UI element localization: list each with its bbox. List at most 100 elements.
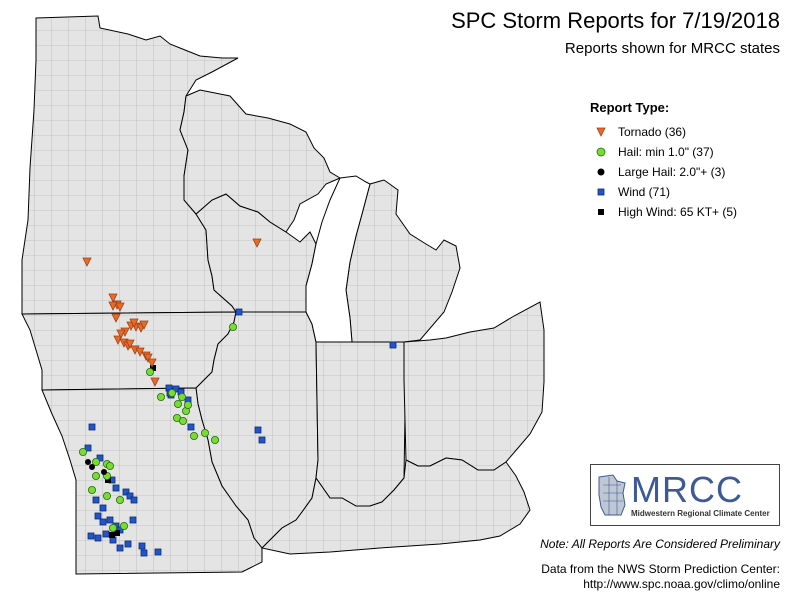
- hail-report-marker: [92, 457, 101, 466]
- wind-square-icon: [590, 186, 612, 198]
- hail-report-marker: [173, 399, 182, 408]
- legend-item-large-hail: Large Hail: 2.0"+ (3): [590, 162, 790, 182]
- legend-label: Hail: min 1.0" (37): [618, 145, 714, 159]
- wind-report-marker: [99, 504, 107, 512]
- legend-item-high-wind: High Wind: 65 KT+ (5): [590, 202, 790, 222]
- high-wind-square-icon: [590, 206, 612, 218]
- hail-report-marker: [116, 495, 125, 504]
- wind-report-marker: [154, 548, 162, 556]
- map-subtitle: Reports shown for MRCC states: [564, 40, 780, 57]
- hail-report-marker: [109, 524, 118, 533]
- wind-report-marker: [88, 423, 96, 431]
- state-kentucky: [260, 457, 531, 555]
- legend-label: Tornado (36): [618, 125, 687, 139]
- tornado-report-marker: [108, 293, 118, 303]
- hail-report-marker: [228, 322, 237, 331]
- hail-report-marker: [178, 416, 187, 425]
- high-wind-report-marker: [150, 365, 156, 371]
- tornado-report-marker: [108, 301, 118, 311]
- lake-michigan: [305, 175, 371, 343]
- large-hail-report-marker: [101, 469, 107, 475]
- tornado-report-marker: [116, 329, 126, 339]
- state-indiana: [315, 341, 407, 507]
- tornado-report-marker: [115, 302, 125, 312]
- large-hail-report-marker: [85, 459, 91, 465]
- wind-report-marker: [116, 544, 124, 552]
- wind-report-marker: [254, 426, 262, 434]
- wind-report-marker: [124, 540, 132, 548]
- wind-report-marker: [126, 492, 134, 500]
- wind-report-marker: [235, 308, 243, 316]
- large-hail-circle-icon: [590, 166, 612, 178]
- wind-report-marker: [87, 532, 95, 540]
- hail-report-marker: [210, 435, 219, 444]
- midwest-map-icon: [598, 474, 626, 516]
- wind-report-marker: [112, 484, 120, 492]
- hail-report-marker: [189, 431, 198, 440]
- wind-report-marker: [130, 496, 138, 504]
- hail-report-marker: [106, 461, 115, 470]
- hail-report-marker: [79, 447, 88, 456]
- state-michigan-upper: [179, 89, 342, 233]
- tornado-report-marker: [129, 318, 139, 328]
- legend-item-hail: Hail: min 1.0" (37): [590, 142, 790, 162]
- tornado-report-marker: [111, 313, 121, 323]
- preliminary-note: Note: All Reports Are Considered Prelimi…: [540, 537, 780, 551]
- high-wind-report-marker: [109, 532, 115, 538]
- wind-report-marker: [389, 341, 397, 349]
- wind-report-marker: [99, 518, 107, 526]
- report-markers: [79, 238, 397, 557]
- wind-report-marker: [258, 436, 266, 444]
- source-line-1: Data from the NWS Storm Prediction Cente…: [541, 562, 780, 576]
- large-hail-report-marker: [89, 464, 95, 470]
- wind-report-marker: [102, 530, 110, 538]
- wind-report-marker: [138, 542, 146, 550]
- hail-report-marker: [183, 400, 192, 409]
- logo-name: MRCC: [631, 469, 743, 510]
- wind-report-marker: [140, 549, 148, 557]
- wind-report-marker: [96, 454, 104, 462]
- hail-report-marker: [200, 428, 209, 437]
- hail-report-marker: [177, 392, 186, 401]
- data-source: Data from the NWS Storm Prediction Cente…: [470, 562, 780, 592]
- wind-report-marker: [92, 496, 100, 504]
- legend-label: Wind (71): [618, 185, 671, 199]
- wind-report-marker: [122, 488, 130, 496]
- tornado-report-marker: [252, 238, 262, 248]
- tornado-triangle-icon: [590, 126, 612, 138]
- wind-report-marker: [129, 516, 137, 524]
- legend-title: Report Type:: [590, 100, 670, 115]
- wind-report-marker: [84, 444, 92, 452]
- wind-report-marker: [94, 512, 102, 520]
- tornado-report-marker: [113, 335, 123, 345]
- hail-circle-icon: [590, 146, 612, 158]
- legend-label: Large Hail: 2.0"+ (3): [618, 165, 726, 179]
- tornado-report-marker: [125, 339, 135, 349]
- tornado-report-marker: [139, 320, 149, 330]
- map-title: SPC Storm Reports for 7/19/2018: [451, 8, 780, 33]
- legend-item-tornado: Tornado (36): [590, 122, 790, 142]
- hail-report-marker: [88, 485, 97, 494]
- tornado-report-marker: [147, 358, 157, 368]
- hail-report-marker: [103, 491, 112, 500]
- logo-subtitle: Midwestern Regional Climate Center: [631, 509, 770, 518]
- tornado-report-marker: [82, 257, 92, 267]
- hail-report-marker: [167, 388, 176, 397]
- mrcc-logo: MRCC Midwestern Regional Climate Center: [590, 464, 780, 526]
- wind-report-marker: [106, 516, 114, 524]
- legend: Report Type: Tornado (36) Hail: min 1.0"…: [590, 100, 790, 222]
- wind-report-marker: [187, 423, 195, 431]
- high-wind-report-marker: [114, 530, 120, 536]
- legend-label: High Wind: 65 KT+ (5): [618, 205, 738, 219]
- tornado-report-marker: [150, 377, 160, 387]
- state-missouri: [41, 387, 263, 575]
- hail-report-marker: [120, 522, 129, 531]
- hail-report-marker: [145, 367, 154, 376]
- tornado-report-marker: [143, 353, 153, 363]
- hail-report-marker: [92, 471, 101, 480]
- source-url: http://www.spc.noaa.gov/climo/online: [583, 577, 780, 591]
- high-wind-report-marker: [105, 477, 111, 483]
- hail-report-marker: [156, 392, 165, 401]
- legend-item-wind: Wind (71): [590, 182, 790, 202]
